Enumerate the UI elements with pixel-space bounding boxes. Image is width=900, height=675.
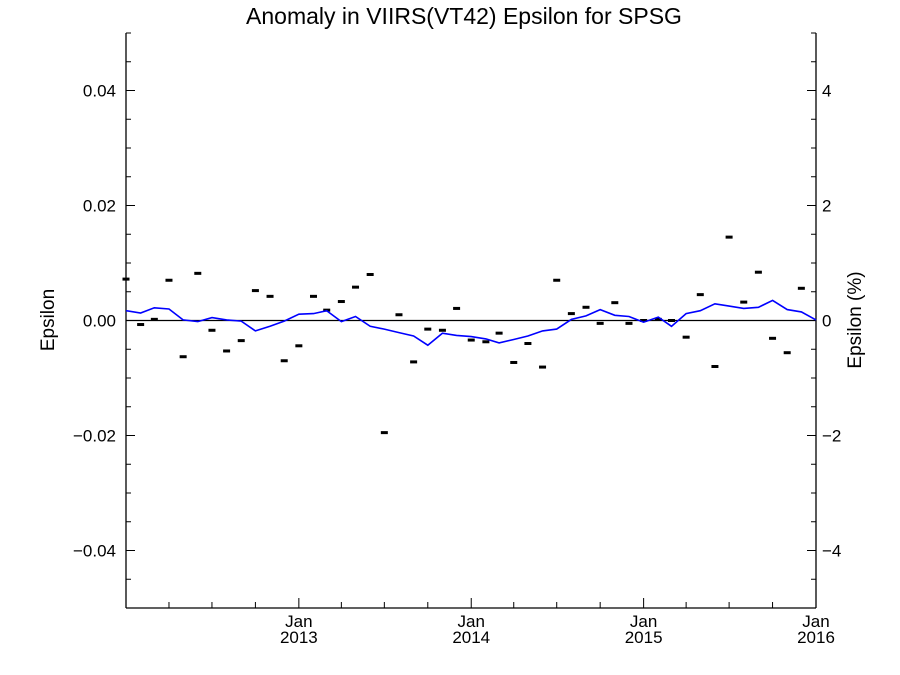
- anomaly-point: [165, 278, 173, 282]
- anomaly-point: [596, 321, 604, 325]
- x-tick-month-label: Jan: [630, 612, 657, 631]
- y2-tick-label: 4: [822, 82, 831, 101]
- anomaly-point: [667, 319, 675, 322]
- anomaly-point: [783, 351, 791, 355]
- y-tick-label: 0.02: [83, 197, 116, 216]
- anomaly-point: [366, 273, 374, 276]
- y2-axis-label: Epsilon (%): [845, 271, 866, 368]
- anomaly-point: [395, 313, 403, 317]
- y2-tick-label: 2: [822, 197, 831, 216]
- anomaly-point: [295, 344, 303, 348]
- anomaly-point: [754, 270, 762, 274]
- anomaly-point: [625, 321, 633, 325]
- anomaly-point: [711, 365, 719, 368]
- x-tick-year-label: 2015: [625, 628, 663, 647]
- anomaly-point: [410, 360, 418, 364]
- anomaly-point: [280, 359, 288, 363]
- anomaly-point: [510, 360, 518, 364]
- anomaly-point: [553, 278, 561, 282]
- anomaly-point: [453, 306, 461, 310]
- anomaly-point: [337, 300, 345, 304]
- anomaly-point: [725, 235, 733, 239]
- anomaly-point: [524, 342, 532, 345]
- anomaly-point: [539, 365, 547, 369]
- anomaly-point: [266, 294, 274, 298]
- anomaly-point: [223, 349, 231, 353]
- anomaly-point: [582, 305, 590, 309]
- x-tick-month-label: Jan: [285, 612, 312, 631]
- y-tick-label: 0.04: [83, 82, 116, 101]
- anomaly-point: [797, 286, 805, 290]
- anomaly-point: [122, 277, 130, 281]
- y-axis-label: Epsilon: [38, 289, 59, 351]
- anomaly-point: [482, 340, 490, 344]
- anomaly-point: [467, 338, 475, 342]
- anomaly-point: [654, 317, 662, 321]
- anomaly-point: [438, 328, 446, 332]
- axis-ticks: 0.040.020.00−0.02−0.04420−2−4Jan2013Jan2…: [73, 32, 841, 647]
- anomaly-point: [237, 339, 245, 343]
- anomaly-point: [309, 294, 317, 298]
- anomaly-point: [495, 331, 503, 335]
- anomaly-point: [640, 319, 648, 322]
- x-tick-month-label: Jan: [802, 612, 829, 631]
- anomaly-point: [208, 328, 216, 332]
- x-tick-year-label: 2013: [280, 628, 318, 647]
- anomaly-point: [194, 271, 202, 275]
- anomaly-point: [611, 301, 619, 305]
- anomaly-point: [696, 293, 704, 297]
- anomaly-point: [352, 285, 360, 289]
- running-mean-line: [125, 299, 817, 347]
- data-marks: [122, 235, 817, 435]
- x-tick-month-label: Jan: [458, 612, 485, 631]
- anomaly-point: [740, 300, 748, 304]
- x-tick-year-label: 2014: [452, 628, 490, 647]
- anomaly-point: [150, 317, 158, 321]
- anomaly-point: [769, 336, 777, 340]
- anomaly-point: [567, 312, 575, 316]
- y2-tick-label: −4: [822, 542, 841, 561]
- y2-tick-label: 0: [822, 312, 831, 331]
- y-tick-label: −0.04: [73, 542, 116, 561]
- anomaly-point: [380, 431, 388, 435]
- y-tick-label: 0.00: [83, 312, 116, 331]
- anomaly-point: [179, 355, 187, 359]
- y2-tick-label: −2: [822, 427, 841, 446]
- anomaly-point: [251, 289, 259, 293]
- anomaly-point: [682, 335, 690, 339]
- y-tick-label: −0.02: [73, 427, 116, 446]
- anomaly-point: [137, 323, 145, 327]
- anomaly-point: [424, 327, 432, 331]
- x-tick-year-label: 2016: [797, 628, 835, 647]
- chart-title: Anomaly in VIIRS(VT42) Epsilon for SPSG: [246, 3, 682, 29]
